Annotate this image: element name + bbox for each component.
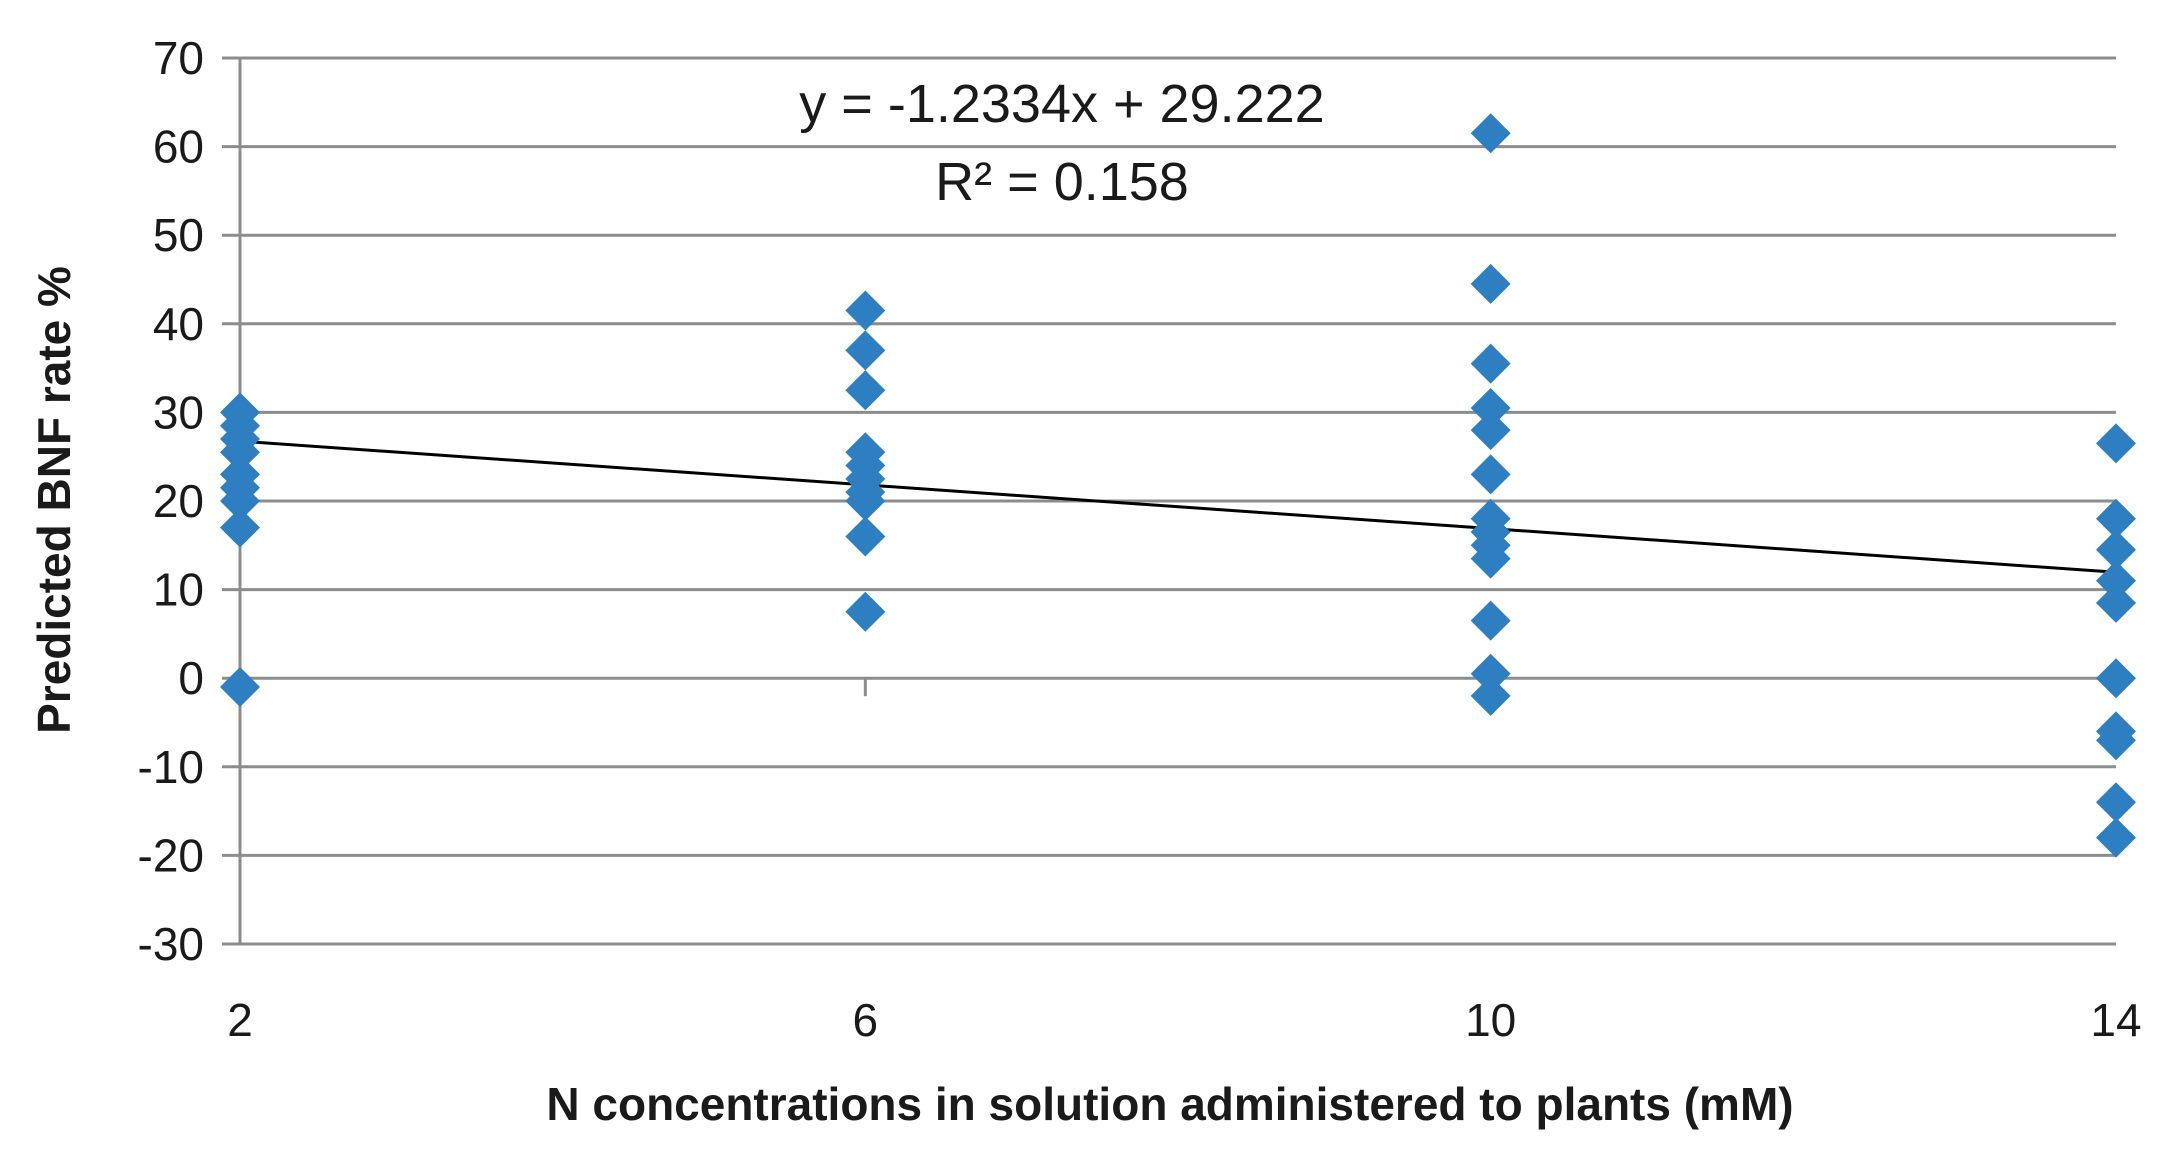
data-point-diamond bbox=[2096, 582, 2136, 623]
y-axis-title: Predicted BNF rate % bbox=[28, 266, 80, 734]
data-point-diamond bbox=[2096, 720, 2136, 761]
y-tick-label: -30 bbox=[138, 918, 204, 970]
data-point-diamond bbox=[845, 330, 886, 371]
data-point-diamond bbox=[2096, 782, 2136, 823]
data-point-diamond bbox=[1470, 410, 1511, 451]
data-point-diamond bbox=[2096, 529, 2136, 570]
y-tick-label: -20 bbox=[138, 829, 204, 881]
y-tick-label: -10 bbox=[138, 741, 204, 793]
x-tick-label: 14 bbox=[2090, 994, 2141, 1046]
y-tick-label: 40 bbox=[153, 298, 204, 350]
data-point-diamond bbox=[2096, 817, 2136, 858]
trendline bbox=[239, 439, 2117, 574]
y-tick-label: 10 bbox=[153, 564, 204, 616]
gridlines bbox=[222, 56, 2116, 946]
y-tick-label: 30 bbox=[153, 386, 204, 438]
data-point-diamond bbox=[220, 481, 260, 521]
data-point-diamond bbox=[1470, 113, 1511, 154]
data-point-diamond bbox=[1470, 653, 1511, 694]
y-tick-label: 20 bbox=[153, 475, 204, 527]
data-point-diamond bbox=[220, 432, 260, 473]
data-point-diamond bbox=[845, 370, 886, 411]
data-point-diamond bbox=[1470, 675, 1511, 716]
trendline-equation: y = -1.2334x + 29.222 bbox=[799, 74, 1324, 134]
data-point-diamond bbox=[220, 667, 260, 708]
data-point-diamond bbox=[845, 516, 886, 557]
data-point-diamond bbox=[1470, 387, 1511, 428]
y-tick-label: 60 bbox=[153, 121, 204, 173]
data-point-diamond bbox=[845, 591, 886, 632]
data-point-diamond bbox=[220, 507, 260, 548]
data-point-diamond bbox=[2096, 658, 2136, 699]
r-squared-label: R² = 0.158 bbox=[935, 152, 1189, 212]
data-point-diamond bbox=[1470, 263, 1511, 304]
data-point-diamond bbox=[1470, 600, 1511, 641]
data-point-diamond bbox=[1470, 454, 1511, 495]
data-point-diamond bbox=[845, 290, 886, 331]
y-tick-label: 70 bbox=[153, 32, 204, 84]
x-axis-title: N concentrations in solution administere… bbox=[546, 1078, 1793, 1130]
x-tick-label: 2 bbox=[227, 994, 253, 1046]
data-point-diamond bbox=[2096, 498, 2136, 539]
data-point-diamond bbox=[2096, 560, 2136, 601]
data-point-diamond bbox=[1470, 343, 1511, 384]
data-point-diamond bbox=[1470, 538, 1511, 579]
data-point-diamond bbox=[2096, 423, 2136, 464]
y-tick-label: 50 bbox=[153, 209, 204, 261]
trendline-layer bbox=[239, 439, 2117, 574]
tick-labels: -30 -20 -10 0 10 20 30 40 50 60 70 2 6 10 14 bbox=[138, 32, 2142, 1046]
data-points bbox=[220, 113, 2136, 858]
data-point-diamond bbox=[845, 481, 886, 521]
y-tick-label: 0 bbox=[178, 652, 204, 704]
x-tick-label: 6 bbox=[853, 994, 879, 1046]
x-tick-label: 10 bbox=[1465, 994, 1516, 1046]
